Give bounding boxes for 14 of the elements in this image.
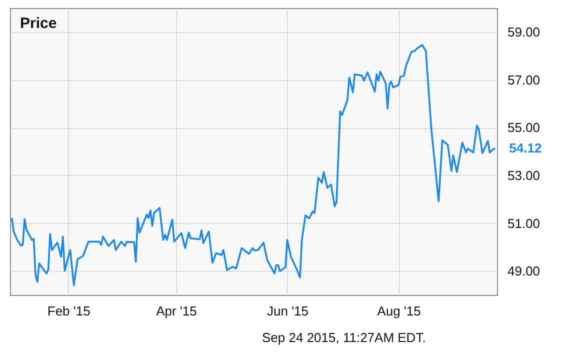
- line-series: [10, 44, 496, 286]
- y-tick-label: 53.00: [508, 168, 540, 183]
- x-tick-label: Feb '15: [47, 304, 90, 318]
- text: Sep 24 2015, 11:27AM EDT.: [262, 330, 426, 345]
- x-tick-label: Apr '15: [156, 304, 197, 318]
- chart-title: Price: [20, 15, 57, 32]
- annotation: 54.12: [509, 140, 542, 156]
- y-tick-label: 57.00: [508, 72, 540, 88]
- x-tick-label: Jun '15: [266, 304, 308, 318]
- x-tick-label: Aug '15: [377, 304, 421, 318]
- y-tick-label: 59.00: [508, 24, 540, 40]
- y-tick-label: 49.00: [508, 264, 540, 279]
- y-tick-label: 51.00: [508, 216, 540, 231]
- y-tick-label: 55.00: [508, 120, 540, 136]
